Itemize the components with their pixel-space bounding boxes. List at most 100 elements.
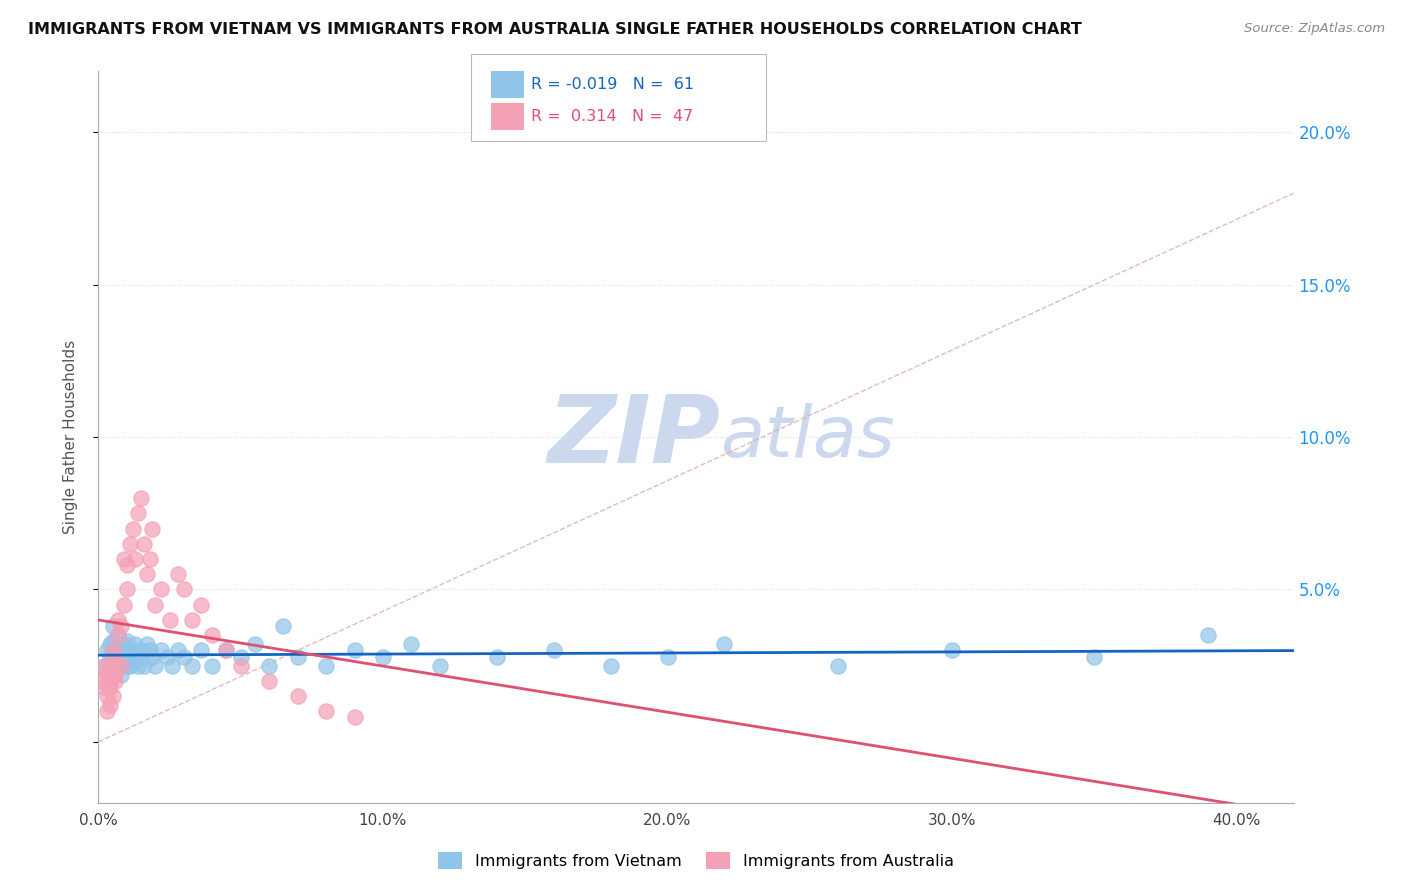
Text: Source: ZipAtlas.com: Source: ZipAtlas.com [1244,22,1385,36]
Point [98,649,121,664]
Point [543,643,565,657]
Point [107,643,129,657]
Point [118,537,141,551]
Point [143,658,166,673]
Point [132,658,155,673]
Text: IMMIGRANTS FROM VIETNAM VS IMMIGRANTS FROM AUSTRALIA SINGLE FATHER HOUSEHOLDS CO: IMMIGRANTS FROM VIETNAM VS IMMIGRANTS FR… [28,22,1083,37]
Point [135,567,157,582]
Point [93,658,115,673]
Point [371,649,394,664]
Point [429,658,451,673]
Point [657,649,679,664]
Point [138,643,160,657]
Point [401,637,423,651]
Point [173,582,195,597]
Point [112,598,135,612]
Point [96,643,118,657]
Point [138,552,160,566]
Point [104,673,127,688]
Point [141,521,163,535]
Point [1197,628,1219,642]
Point [110,619,132,633]
Point [273,619,295,633]
Point [156,649,179,664]
Point [112,637,135,651]
Point [287,649,309,664]
Point [201,658,224,673]
Legend: Immigrants from Vietnam, Immigrants from Australia: Immigrants from Vietnam, Immigrants from… [432,846,960,875]
Point [96,689,118,703]
Point [315,658,337,673]
Point [104,649,127,664]
Point [98,637,121,651]
Point [827,658,849,673]
Point [124,637,146,651]
Point [115,658,138,673]
Point [941,643,963,657]
Point [229,649,252,664]
Text: R = -0.019   N =  61: R = -0.019 N = 61 [531,78,695,92]
Point [98,673,121,688]
Point [115,582,138,597]
Point [127,506,149,520]
Point [257,673,280,688]
Point [115,634,138,648]
Point [112,649,135,664]
Point [159,613,181,627]
Point [118,649,141,664]
Point [129,643,152,657]
Point [190,598,212,612]
Point [141,649,163,664]
Point [104,658,127,673]
Point [98,658,121,673]
Point [112,552,135,566]
Point [104,649,127,664]
Point [110,658,132,673]
Point [101,643,124,657]
Point [257,658,280,673]
Point [201,628,224,642]
Point [287,689,309,703]
Point [129,491,152,505]
Point [96,667,118,681]
Point [124,552,146,566]
Y-axis label: Single Father Households: Single Father Households [63,340,77,534]
Point [107,613,129,627]
Point [107,649,129,664]
Point [101,658,124,673]
Point [127,658,149,673]
Point [101,689,124,703]
Point [215,643,238,657]
Point [101,634,124,648]
Point [173,649,195,664]
Point [101,667,124,681]
Point [167,643,190,657]
Point [98,698,121,713]
Text: R =  0.314   N =  47: R = 0.314 N = 47 [531,110,693,124]
Point [229,658,252,673]
Point [343,643,366,657]
Point [98,680,121,694]
Text: atlas: atlas [720,402,894,472]
Point [107,628,129,642]
Point [162,658,184,673]
Point [181,613,204,627]
Point [132,537,155,551]
Point [167,567,190,582]
Point [93,658,115,673]
Point [115,643,138,657]
Point [110,667,132,681]
Point [107,628,129,642]
Text: ZIP: ZIP [547,391,720,483]
Point [315,705,337,719]
Point [121,521,143,535]
Point [115,558,138,573]
Point [96,705,118,719]
Point [118,658,141,673]
Point [101,619,124,633]
Point [110,643,132,657]
Point [343,710,366,724]
Point [190,643,212,657]
Point [243,637,266,651]
Point [181,658,204,673]
